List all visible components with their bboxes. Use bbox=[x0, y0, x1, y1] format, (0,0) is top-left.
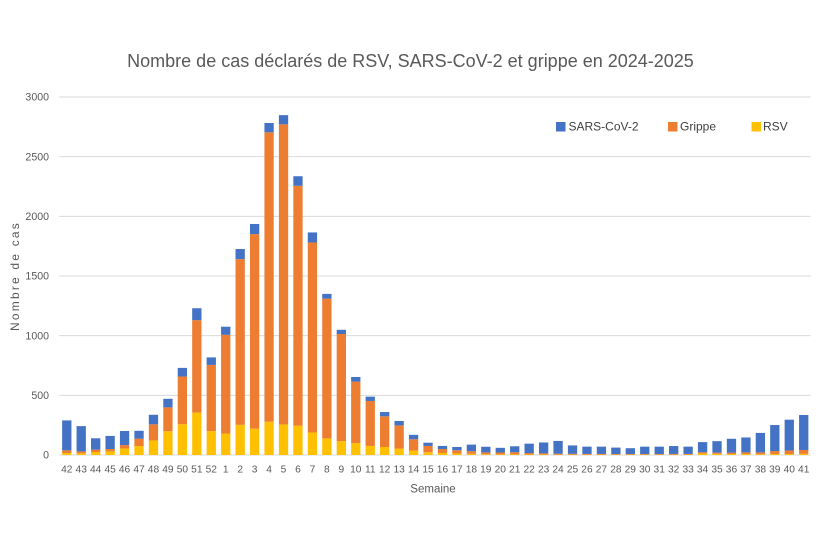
svg-text:15: 15 bbox=[422, 465, 434, 476]
svg-text:50: 50 bbox=[177, 465, 189, 476]
svg-text:21: 21 bbox=[509, 465, 521, 476]
svg-text:41: 41 bbox=[798, 465, 810, 476]
svg-text:2: 2 bbox=[237, 465, 243, 476]
svg-text:36: 36 bbox=[726, 465, 738, 476]
svg-text:1500: 1500 bbox=[25, 271, 49, 283]
svg-text:49: 49 bbox=[162, 465, 174, 476]
svg-text:5: 5 bbox=[281, 465, 287, 476]
svg-text:34: 34 bbox=[697, 465, 709, 476]
svg-text:12: 12 bbox=[379, 465, 391, 476]
svg-text:37: 37 bbox=[740, 465, 752, 476]
svg-text:0: 0 bbox=[43, 450, 49, 462]
svg-text:8: 8 bbox=[324, 465, 330, 476]
svg-text:1000: 1000 bbox=[25, 330, 49, 342]
svg-text:Grippe: Grippe bbox=[680, 120, 716, 134]
svg-text:17: 17 bbox=[451, 465, 463, 476]
svg-text:23: 23 bbox=[538, 465, 550, 476]
svg-text:500: 500 bbox=[31, 390, 49, 402]
svg-text:45: 45 bbox=[104, 465, 116, 476]
svg-text:26: 26 bbox=[581, 465, 593, 476]
svg-text:20: 20 bbox=[495, 465, 507, 476]
svg-text:42: 42 bbox=[61, 465, 73, 476]
svg-text:18: 18 bbox=[466, 465, 478, 476]
svg-text:52: 52 bbox=[206, 465, 218, 476]
svg-text:32: 32 bbox=[668, 465, 680, 476]
svg-text:3000: 3000 bbox=[25, 92, 49, 104]
svg-text:Semaine: Semaine bbox=[410, 484, 455, 496]
svg-text:RSV: RSV bbox=[763, 120, 788, 134]
svg-text:1: 1 bbox=[223, 465, 229, 476]
svg-text:Nombre de cas déclarés de RSV,: Nombre de cas déclarés de RSV, SARS-CoV-… bbox=[127, 51, 694, 71]
svg-text:43: 43 bbox=[76, 465, 88, 476]
svg-text:46: 46 bbox=[119, 465, 131, 476]
svg-text:48: 48 bbox=[148, 465, 160, 476]
svg-text:44: 44 bbox=[90, 465, 102, 476]
svg-text:28: 28 bbox=[610, 465, 622, 476]
svg-text:31: 31 bbox=[654, 465, 666, 476]
svg-text:SARS-CoV-2: SARS-CoV-2 bbox=[569, 120, 639, 134]
svg-text:3: 3 bbox=[252, 465, 258, 476]
svg-text:Nombre de cas: Nombre de cas bbox=[8, 221, 22, 331]
svg-text:30: 30 bbox=[639, 465, 651, 476]
svg-text:33: 33 bbox=[682, 465, 694, 476]
svg-text:6: 6 bbox=[295, 465, 301, 476]
svg-text:29: 29 bbox=[625, 465, 637, 476]
svg-text:22: 22 bbox=[523, 465, 535, 476]
svg-text:9: 9 bbox=[338, 465, 344, 476]
svg-text:16: 16 bbox=[437, 465, 449, 476]
svg-text:4: 4 bbox=[266, 465, 272, 476]
svg-text:2500: 2500 bbox=[25, 151, 49, 163]
svg-text:19: 19 bbox=[480, 465, 492, 476]
svg-text:38: 38 bbox=[755, 465, 767, 476]
svg-text:13: 13 bbox=[393, 465, 405, 476]
svg-text:2000: 2000 bbox=[25, 211, 49, 223]
svg-text:14: 14 bbox=[408, 465, 420, 476]
svg-text:25: 25 bbox=[567, 465, 579, 476]
svg-text:51: 51 bbox=[191, 465, 203, 476]
svg-text:11: 11 bbox=[365, 465, 376, 476]
svg-text:24: 24 bbox=[552, 465, 564, 476]
svg-text:40: 40 bbox=[784, 465, 796, 476]
svg-text:35: 35 bbox=[711, 465, 723, 476]
svg-text:10: 10 bbox=[350, 465, 362, 476]
svg-text:39: 39 bbox=[769, 465, 781, 476]
svg-text:27: 27 bbox=[596, 465, 608, 476]
svg-text:47: 47 bbox=[133, 465, 145, 476]
svg-text:7: 7 bbox=[310, 465, 316, 476]
